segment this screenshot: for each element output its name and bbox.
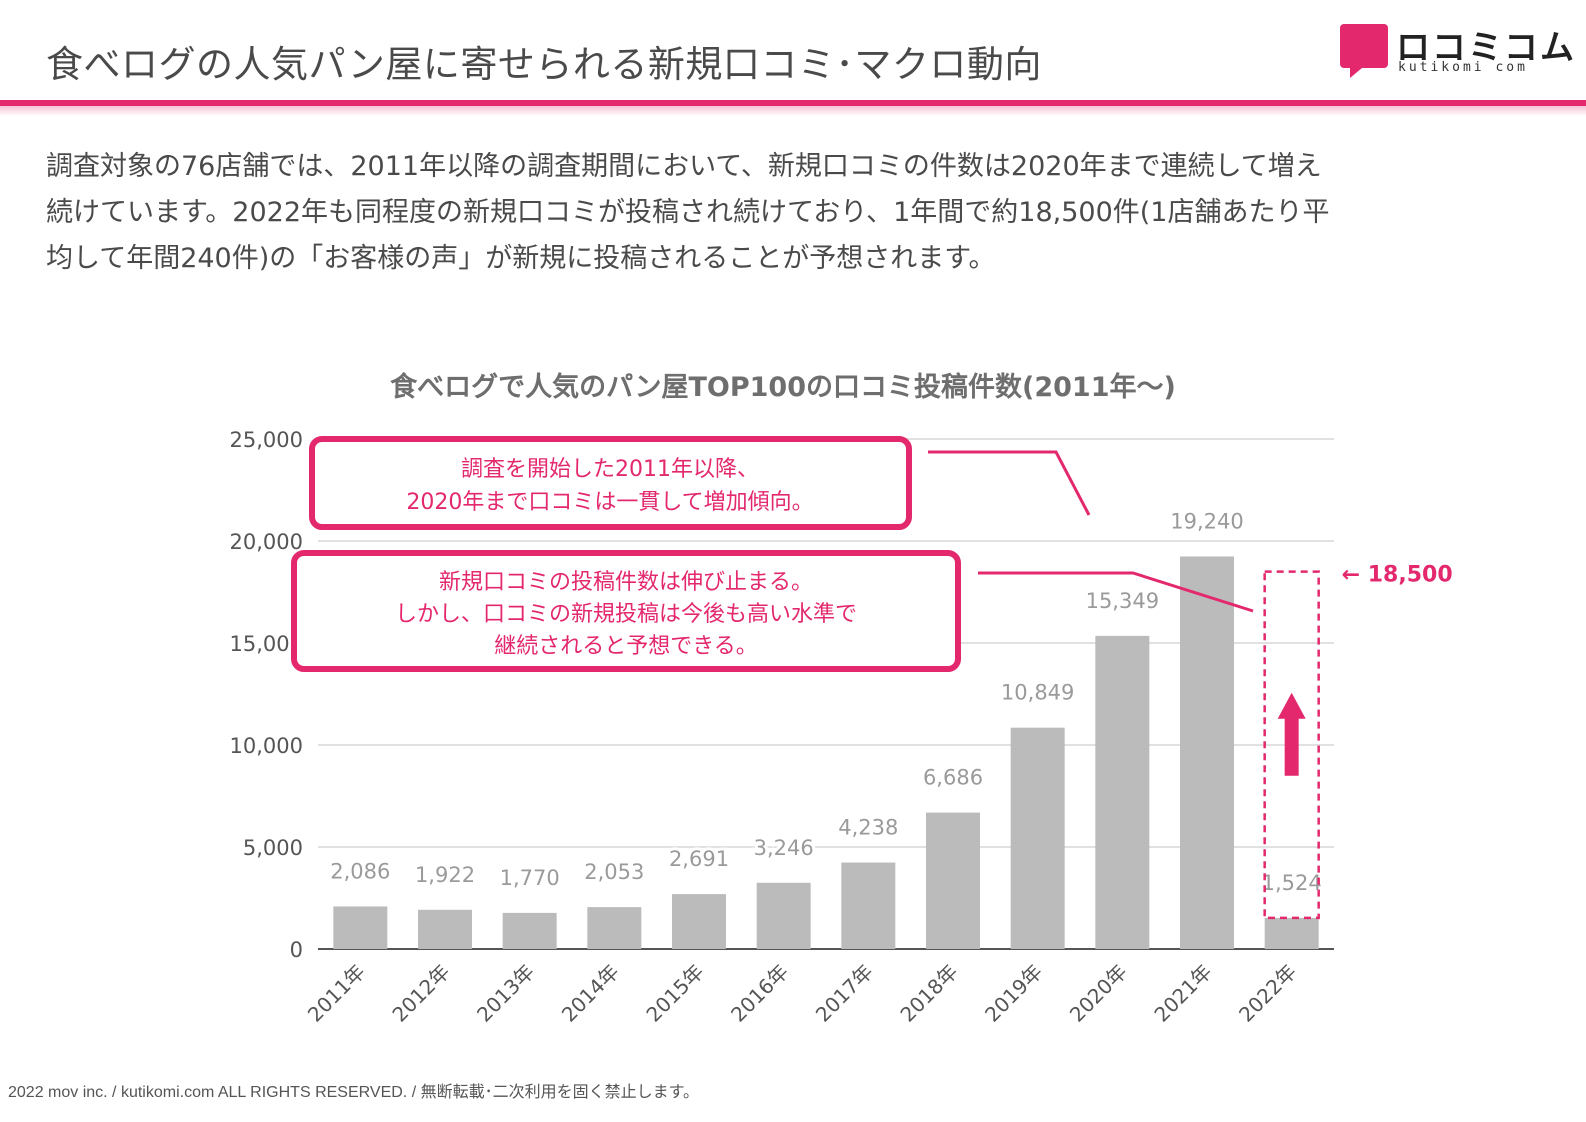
value-labels: 2,086 1,922 1,770 2,053 2,691 3,246 4,238 6,686… (327, 507, 1324, 898)
callout-growth-line: 調査を開始した2011年以降、 (461, 457, 759, 482)
brand-logo: ロコミコム kutikomi com (1340, 24, 1574, 80)
y-axis: 0 5,000 10,000 15,000 20,000 25,000 (230, 428, 303, 962)
x-tick-label: 2022年 (1234, 960, 1301, 1027)
y-tick-label: 0 (290, 938, 303, 962)
logo-wordmark: ロコミコム (1396, 28, 1576, 68)
header-rule-shadow (0, 106, 1586, 116)
bar (1010, 727, 1065, 949)
x-tick-label: 2013年 (472, 960, 539, 1027)
intro-line: 均して年間240件)の「お客様の声」が新規に投稿されることが予想されます。 (46, 243, 996, 274)
chart-title: 食べログで人気のパン屋TOP100の口コミ投稿件数(2011年〜) (390, 371, 1176, 403)
value-label: 1,770 (500, 866, 560, 890)
x-tick-label: 2012年 (387, 960, 454, 1027)
bar (1264, 917, 1319, 949)
y-tick-label: 5,000 (243, 836, 303, 860)
x-tick-label: 2021年 (1149, 960, 1216, 1027)
bar (841, 862, 896, 949)
up-arrow-shaft (1284, 717, 1299, 776)
bars (333, 556, 1319, 949)
callout-growth: 調査を開始した2011年以降、 2020年まで口コミは一貫して増加傾向。 (309, 436, 1091, 530)
projection-box (1263, 570, 1320, 920)
x-tick-label: 2011年 (303, 960, 370, 1027)
x-tick-label: 2014年 (557, 960, 624, 1027)
x-tick-label: 2015年 (641, 960, 708, 1027)
callout-growth-box (309, 436, 912, 530)
callout-plateau-line: しかし、口コミの新規投稿は今後も高い水準で (395, 602, 857, 627)
bar (587, 907, 642, 949)
intro-line: 調査対象の76店舗では、2011年以降の調査期間において、新規口コミの件数は20… (46, 151, 1322, 182)
value-label: 1,922 (415, 863, 475, 887)
bar (333, 906, 388, 949)
value-label: 2,691 (669, 847, 729, 871)
value-label: 1,524 (1262, 871, 1322, 895)
callout-plateau-box (291, 550, 961, 672)
bar (672, 894, 726, 949)
bar (502, 912, 557, 949)
value-label: 4,238 (838, 816, 898, 840)
speech-bubble-icon (1340, 24, 1388, 78)
callout-plateau-line: 継続されると予想できる。 (494, 634, 758, 659)
bar (756, 882, 811, 949)
bar (1095, 635, 1150, 949)
y-tick-label: 10,000 (230, 734, 303, 758)
bar (418, 909, 472, 949)
bar (926, 812, 980, 949)
value-label: 2,086 (330, 859, 390, 883)
review-count-bar-chart: 食べログで人気のパン屋TOP100の口コミ投稿件数(2011年〜) 0 5,000… (230, 371, 1453, 1027)
projection: ← 18,500 (1263, 563, 1453, 920)
callout-plateau-line: 新規口コミの投稿件数は伸び止まる。 (439, 570, 813, 595)
x-tick-label: 2016年 (726, 960, 793, 1027)
header-rule (0, 100, 1586, 106)
callout-growth-line: 2020年まで口コミは一貫して増加傾向。 (406, 490, 813, 515)
x-tick-label: 2018年 (895, 960, 962, 1027)
copyright-footer: 2022 mov inc. / kutikomi.com ALL RIGHTS … (8, 1084, 699, 1101)
value-label: 10,849 (1001, 681, 1074, 705)
y-tick-label: 25,000 (230, 428, 303, 452)
value-label: 19,240 (1170, 510, 1243, 534)
value-label: 6,686 (923, 766, 983, 790)
callout-growth-leader (928, 450, 1091, 516)
value-label: 3,246 (754, 836, 814, 860)
intro-line: 続けています。2022年も同程度の新規口コミが投稿され続けており、1年間で約18… (46, 197, 1330, 228)
page-title: 食べログの人気パン屋に寄せられる新規口コミ･マクロ動向 (46, 43, 1042, 86)
y-tick-label: 20,000 (230, 530, 303, 554)
x-tick-label: 2020年 (1065, 960, 1132, 1027)
callout-plateau: 新規口コミの投稿件数は伸び止まる。 しかし、口コミの新規投稿は今後も高い水準で … (291, 550, 1254, 672)
x-tick-label: 2019年 (980, 960, 1047, 1027)
logo-subtext: kutikomi com (1398, 60, 1528, 75)
y-tick-label: 15,000 (230, 632, 303, 656)
value-label: 2,053 (584, 860, 644, 884)
intro-paragraph: 調査対象の76店舗では、2011年以降の調査期間において、新規口コミの件数は20… (46, 144, 1526, 282)
callout-plateau-leader (978, 571, 1254, 613)
projection-label: ← 18,500 (1342, 563, 1453, 588)
bar (1180, 556, 1234, 949)
up-arrow-icon (1277, 692, 1306, 719)
value-label: 15,349 (1086, 589, 1159, 613)
x-axis: 2011年 2012年 2013年 2014年 2015年 2016年 2017年 2018年… (303, 960, 1301, 1027)
x-tick-label: 2017年 (811, 960, 878, 1027)
